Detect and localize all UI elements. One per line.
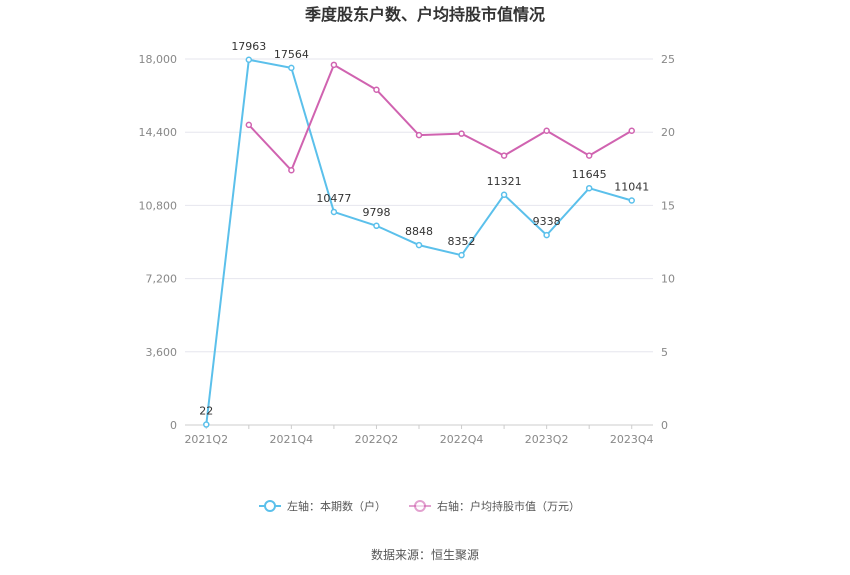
data-point [500,152,508,159]
left-tick-label: 3,600 [146,346,178,359]
data-point [373,86,380,93]
data-point [373,222,380,230]
x-tick-label: 2023Q2 [525,433,569,446]
data-point [458,251,465,259]
data-point [458,130,465,137]
series-line-1 [248,63,633,172]
data-point [330,208,338,216]
right-tick-label: 10 [661,273,675,286]
data-point [500,191,508,199]
data-point [415,241,423,249]
data-point [203,421,210,428]
x-tick-label: 2022Q4 [440,433,484,446]
data-label: 11321 [487,175,522,188]
data-point [415,131,423,139]
data-label: 9798 [362,206,390,219]
data-point [288,167,295,174]
chart-title: 季度股东户数、户均持股市值情况 [304,5,545,24]
right-tick-label: 20 [661,126,675,139]
legend-label: 左轴：本期数（户） [287,499,386,513]
left-tick-label: 14,400 [139,126,178,139]
data-label: 11645 [572,168,607,181]
data-point [585,152,593,159]
data-point [628,127,635,134]
data-point [245,56,253,64]
legend-marker [264,500,276,512]
data-label: 9338 [533,215,561,228]
right-tick-label: 5 [661,346,668,359]
right-tick-label: 15 [661,199,675,212]
left-tick-label: 0 [170,419,177,432]
data-label: 17963 [231,40,266,53]
data-point [585,184,593,192]
left-tick-label: 18,000 [139,53,178,66]
left-tick-label: 7,200 [146,273,178,286]
x-tick-label: 2021Q2 [184,433,228,446]
x-tick-label: 2023Q4 [610,433,654,446]
axes: 0 0 3,600 5 7,200 10 10,800 15 14,400 20 18,000 25 2… [139,53,676,446]
right-tick-label: 0 [661,419,668,432]
data-point [628,197,635,204]
series-group: 22 17963 17564 10477 9798 8848 8352 11321 9338 11… [199,40,649,428]
data-point [543,231,550,239]
data-label: 8848 [405,225,433,238]
data-label: 17564 [274,48,309,61]
data-point [330,61,338,69]
data-label: 10477 [316,192,351,205]
data-label: 22 [199,405,213,418]
legend-label: 右轴：户均持股市值（万元） [437,499,580,513]
x-tick-label: 2021Q4 [270,433,314,446]
data-point [543,127,550,134]
data-label: 11041 [614,180,649,193]
data-point [245,121,253,129]
left-tick-label: 10,800 [139,199,178,212]
x-tick-label: 2022Q2 [355,433,399,446]
legend-marker [414,500,426,512]
legend: 左轴：本期数（户） 右轴：户均持股市值（万元） [259,499,580,513]
data-label: 8352 [448,235,476,248]
data-point [288,64,295,72]
right-tick-label: 25 [661,53,675,66]
source-note: 数据来源：恒生聚源 [371,547,479,562]
